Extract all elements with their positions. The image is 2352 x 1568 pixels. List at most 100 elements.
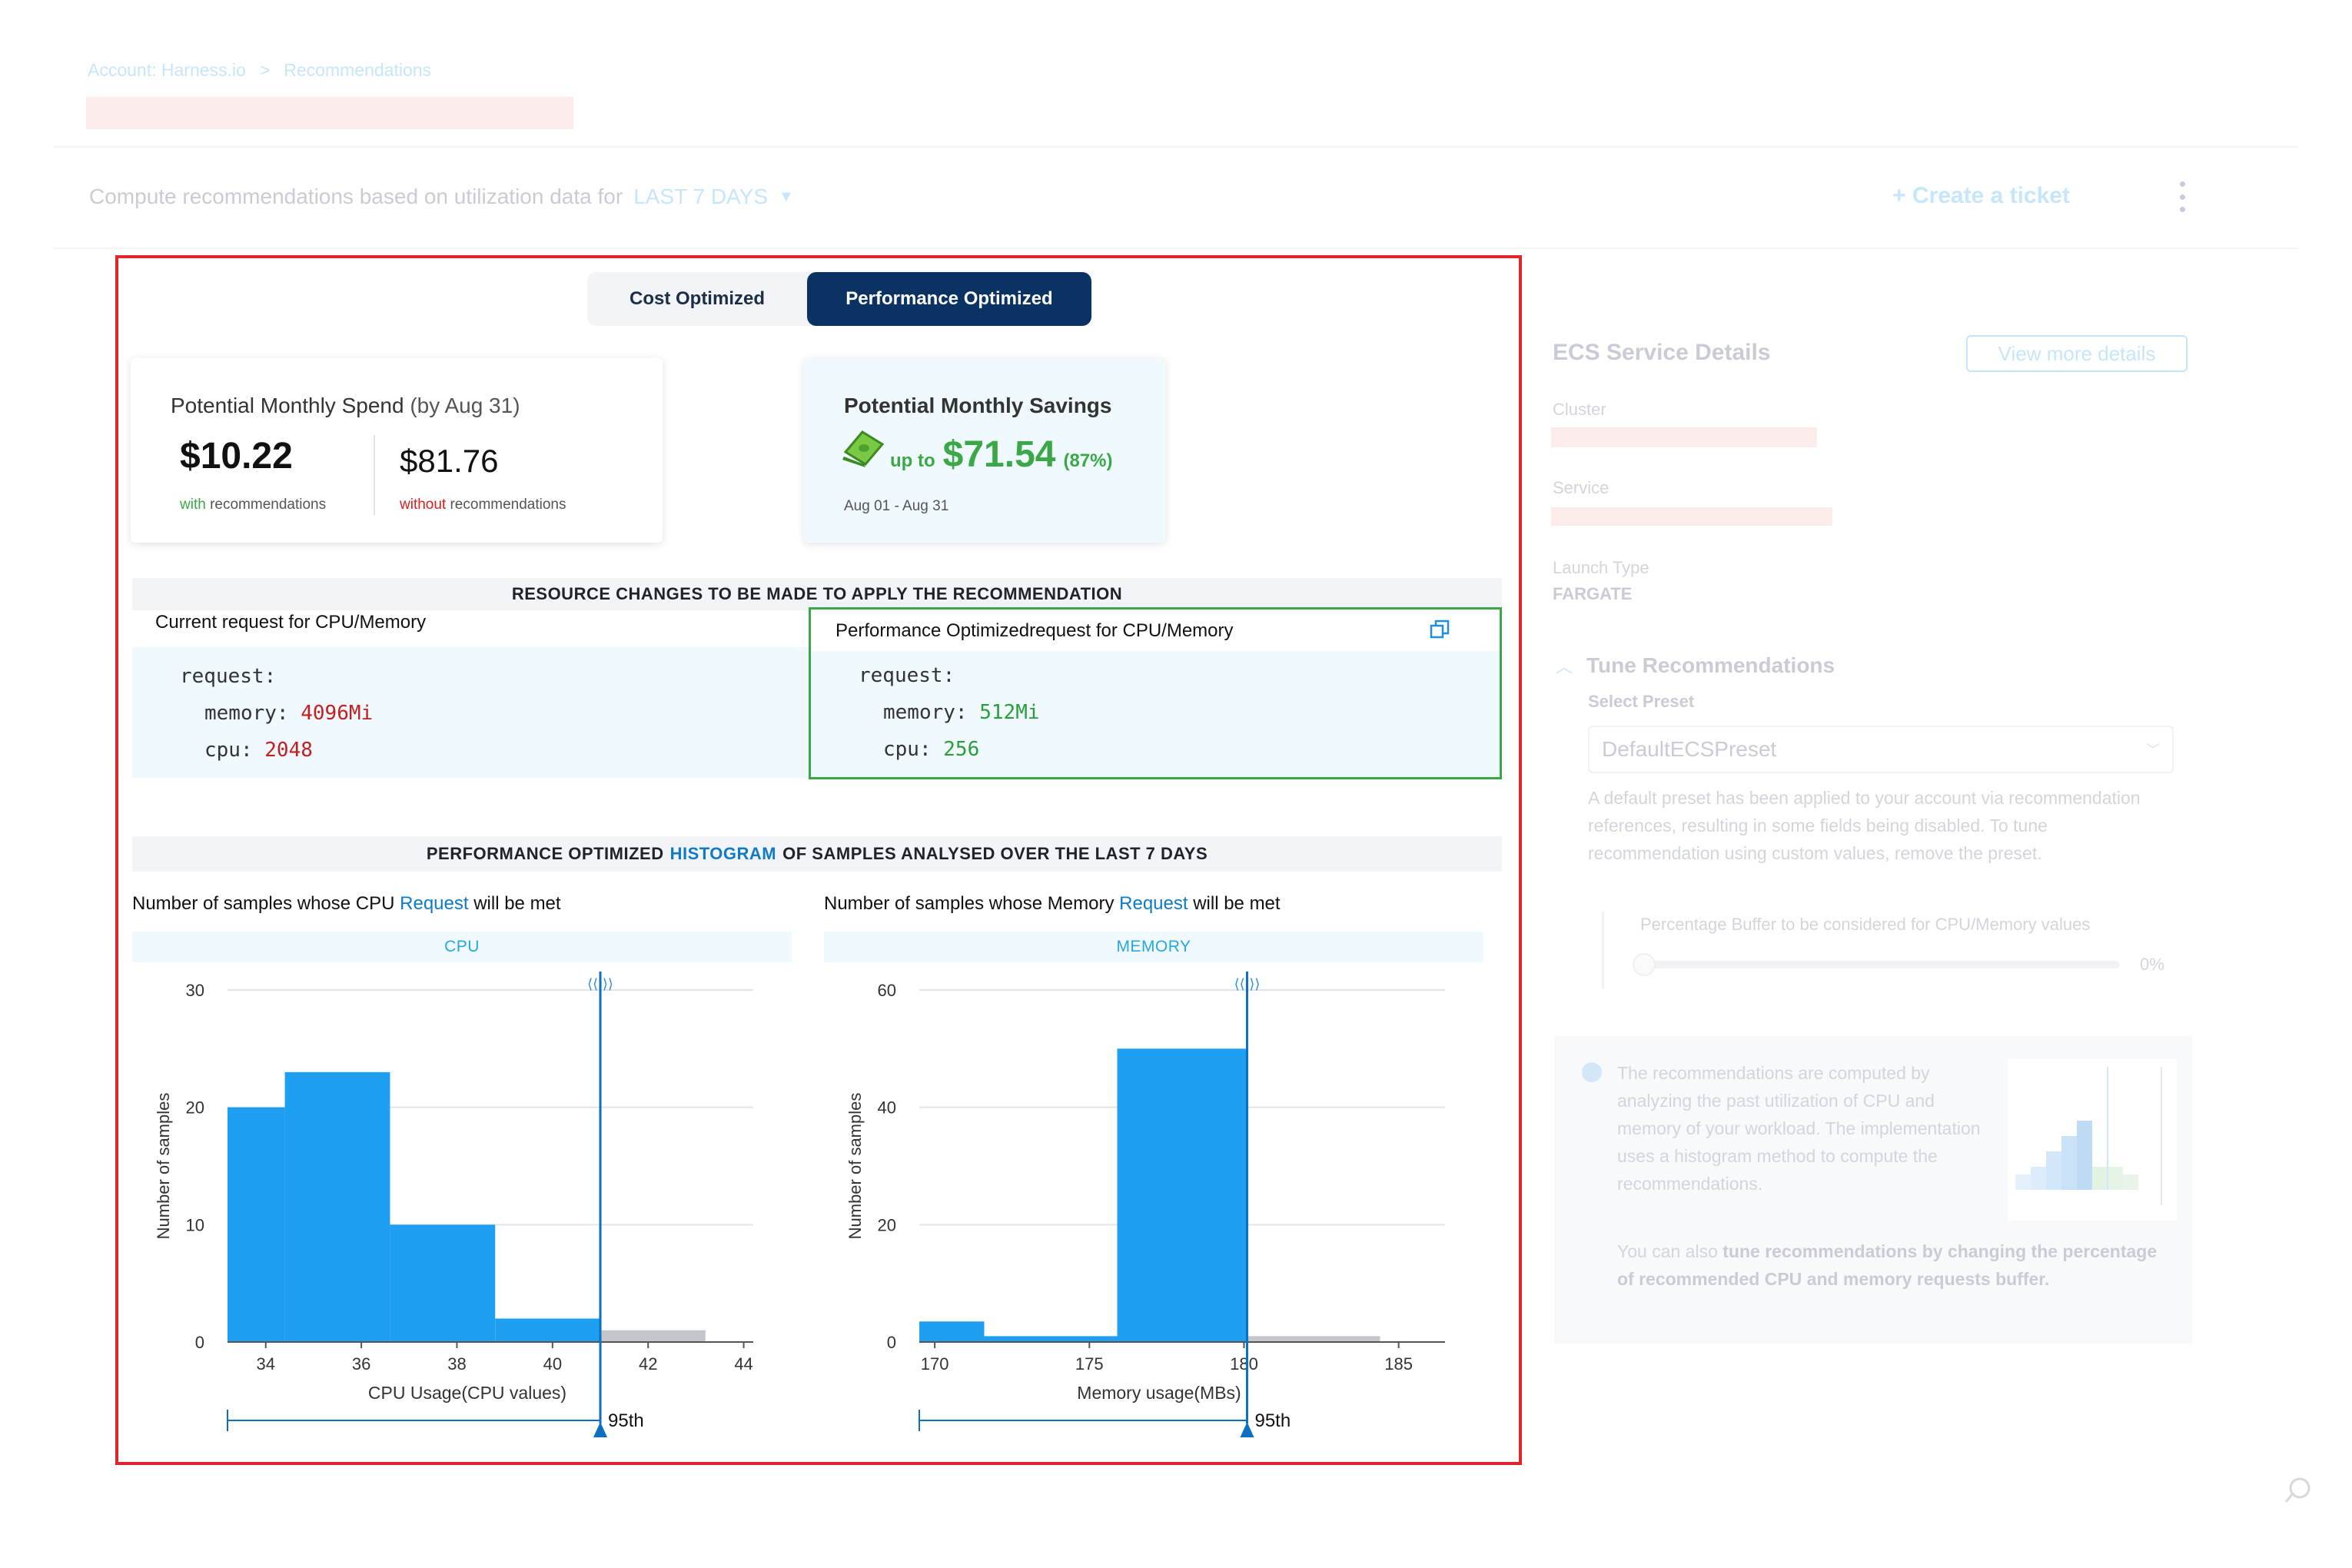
tune-text-bold: tune recommendations by changing the per… xyxy=(1617,1241,2158,1289)
memory-bar-met xyxy=(919,1321,985,1342)
spend-title-text: Potential Monthly Spend xyxy=(171,394,404,417)
cpu-histogram: 0 10 20 30 34 36 38 40 42 44 CPU Usage(CPU values)… xyxy=(154,972,753,1437)
histogram-heading-post: OF SAMPLES ANALYSED OVER THE LAST 7 DAYS xyxy=(782,844,1208,863)
memory-y-tick-label: 20 xyxy=(878,1215,896,1234)
cpu-chart-band: CPU xyxy=(132,932,792,962)
preset-value: DefaultECSPreset xyxy=(1602,737,1777,761)
histogram-illustration xyxy=(2008,1059,2177,1221)
breadcrumb-separator: > xyxy=(259,60,271,80)
memory-x-tick-label: 170 xyxy=(921,1354,949,1374)
recommended-cpu-line: cpu: 256 xyxy=(859,731,1040,768)
buffer-value: 0% xyxy=(2140,955,2164,974)
histogram-heading-link[interactable]: HISTOGRAM xyxy=(669,844,777,863)
buffer-slider-handle[interactable] xyxy=(1633,953,1656,976)
optimization-toggle: Cost Optimized Performance Optimized xyxy=(587,272,1091,326)
preset-select[interactable]: DefaultECSPreset ﹀ xyxy=(1588,726,2174,773)
buffer-label: Percentage Buffer to be considered for C… xyxy=(1640,915,2091,934)
cpu-bar-met xyxy=(228,1107,285,1342)
memory-bar-met xyxy=(984,1336,1118,1342)
savings-value-row: up to $71.54 (87%) xyxy=(890,434,1112,476)
memory-y-axis-label: Number of samples xyxy=(845,1093,865,1240)
cpu-title-link[interactable]: Request xyxy=(400,893,469,914)
cpu-percentile-marker xyxy=(593,1422,608,1437)
cpu-bar-met xyxy=(390,1224,496,1342)
info-box: The recommendations are computed by anal… xyxy=(1554,1036,2192,1344)
preset-note: A default preset has been applied to you… xyxy=(1588,788,2141,863)
tune-recommendations-header[interactable]: ︿ Tune Recommendations xyxy=(1556,653,1835,678)
memory-x-tick-label: 175 xyxy=(1075,1354,1104,1374)
histogram-heading-pre: PERFORMANCE OPTIMIZED xyxy=(426,844,664,863)
savings-percent: (87%) xyxy=(1063,450,1113,471)
recommended-label-rest: request for CPU/Memory xyxy=(1029,620,1234,641)
cpu-percentile-label: 95th xyxy=(608,1410,644,1431)
cpu-bar-met xyxy=(284,1071,390,1342)
performance-optimized-tab[interactable]: Performance Optimized xyxy=(807,272,1091,326)
spend-without-value: $81.76 xyxy=(400,443,499,479)
cpu-x-tick-label: 44 xyxy=(734,1354,752,1374)
potential-spend-card: Potential Monthly Spend (by Aug 31) $10.… xyxy=(131,358,663,543)
memory-drag-handle-icon: ⟨⟨ ⟩⟩ xyxy=(1234,976,1261,992)
buffer-slider-track[interactable] xyxy=(1640,961,2120,968)
spend-title: Potential Monthly Spend (by Aug 31) xyxy=(171,394,520,418)
spend-divider xyxy=(374,435,375,515)
view-more-details-button[interactable]: View more details xyxy=(1966,335,2188,372)
cpu-title-pre: Number of samples whose CPU xyxy=(132,893,395,914)
current-request-key: request: xyxy=(180,665,277,688)
cpu-x-tick-label: 42 xyxy=(639,1354,657,1374)
cpu-y-axis-label: Number of samples xyxy=(154,1093,173,1240)
mem-title-link[interactable]: Request xyxy=(1119,893,1188,914)
chat-support-icon[interactable] xyxy=(2283,1476,2314,1510)
chevron-down-icon[interactable]: ▼ xyxy=(779,188,794,205)
cpu-y-tick-label: 30 xyxy=(186,981,204,1000)
without-word: without xyxy=(400,497,447,513)
recommended-request-label: Performance Optimizedrequest for CPU/Mem… xyxy=(835,620,1234,642)
current-label-rest: request for CPU/Memory xyxy=(221,612,427,633)
cpu-x-axis-label: CPU Usage(CPU values) xyxy=(368,1383,566,1403)
cluster-label: Cluster xyxy=(1553,400,1606,419)
savings-value: $71.54 xyxy=(942,434,1056,475)
period-dropdown[interactable]: LAST 7 DAYS xyxy=(633,184,769,208)
cost-optimized-tab[interactable]: Cost Optimized xyxy=(629,288,765,309)
spend-with-caption: with recommendations xyxy=(180,497,326,513)
breadcrumb: Account: Harness.io > Recommendations xyxy=(88,60,431,81)
ecs-details-title: ECS Service Details xyxy=(1553,340,1771,365)
header-divider xyxy=(54,146,2298,148)
buffer-guide-line xyxy=(1602,912,1604,988)
recommended-request-code: request: memory: 512Mi cpu: 256 xyxy=(859,657,1040,768)
current-memory-key: memory: xyxy=(204,702,289,725)
compute-period-bar: Compute recommendations based on utiliza… xyxy=(89,184,794,209)
create-ticket-button[interactable]: + Create a ticket xyxy=(1892,183,2070,208)
recommended-cpu-key: cpu: xyxy=(883,738,932,761)
cpu-drag-handle-icon: ⟨⟨ ⟩⟩ xyxy=(587,976,613,992)
memory-x-tick-label: 180 xyxy=(1230,1354,1258,1374)
launch-type-value: FARGATE xyxy=(1553,584,1633,603)
breadcrumb-account-link[interactable]: Account: Harness.io xyxy=(88,60,246,80)
memory-bar-met xyxy=(1117,1048,1247,1342)
recommended-cpu-value: 256 xyxy=(943,738,980,761)
redacted-service-value xyxy=(1551,507,1832,526)
mem-title-post: will be met xyxy=(1193,893,1281,914)
preset-chevron-down-icon: ﹀ xyxy=(2146,742,2160,758)
toolbar-divider xyxy=(54,247,2298,249)
cpu-x-tick-label: 34 xyxy=(257,1354,275,1374)
current-cpu-value: 2048 xyxy=(264,739,313,762)
copy-icon[interactable] xyxy=(1429,619,1450,644)
memory-bar-unmet xyxy=(1247,1336,1380,1342)
potential-savings-card: Potential Monthly Savings up to $71.54 (… xyxy=(804,358,1165,543)
resource-changes-heading: RESOURCE CHANGES TO BE MADE TO APPLY THE… xyxy=(132,578,1502,610)
select-preset-label: Select Preset xyxy=(1588,692,1695,711)
chevron-up-icon[interactable]: ︿ xyxy=(1556,657,1573,676)
current-memory-value: 4096Mi xyxy=(301,702,374,725)
money-icon xyxy=(842,429,885,471)
redacted-cluster-value xyxy=(1551,427,1817,447)
launch-type-label: Launch Type xyxy=(1553,558,1649,577)
recommended-memory-line: memory: 512Mi xyxy=(859,694,1040,731)
more-options-icon[interactable] xyxy=(2178,181,2186,212)
cpu-y-tick-label: 20 xyxy=(186,1098,204,1118)
spend-without-caption: without recommendations xyxy=(400,497,566,513)
breadcrumb-recommendations-link[interactable]: Recommendations xyxy=(284,60,432,80)
info-text: The recommendations are computed by anal… xyxy=(1617,1063,1981,1194)
recommended-label-bg xyxy=(811,610,1500,651)
recommended-request-block: Performance Optimizedrequest for CPU/Mem… xyxy=(809,607,1502,779)
memory-percentile-label: 95th xyxy=(1254,1410,1291,1431)
